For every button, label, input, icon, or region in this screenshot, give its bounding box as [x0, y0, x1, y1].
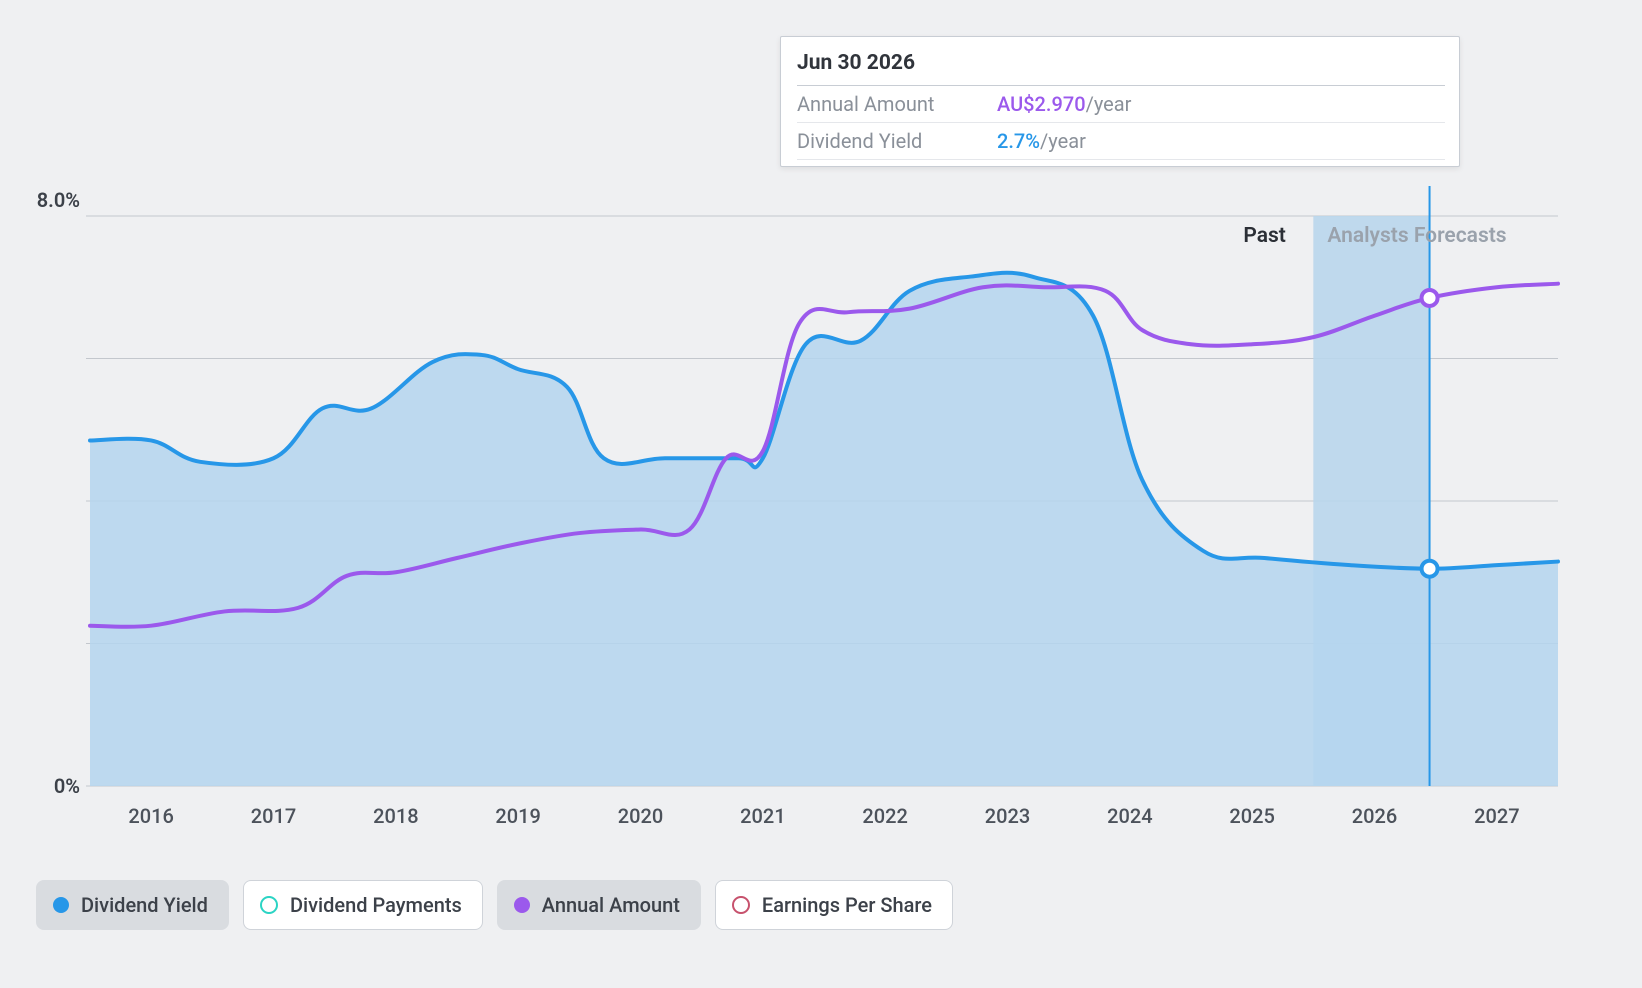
- x-axis-year-label: 2025: [1229, 804, 1274, 828]
- tooltip-row-value: AU$2.970: [997, 92, 1086, 116]
- x-axis-year-label: 2016: [128, 804, 173, 828]
- tooltip-row: Dividend Yield2.7%/year: [797, 123, 1445, 160]
- chart-tooltip: Jun 30 2026 Annual AmountAU$2.970/yearDi…: [780, 36, 1460, 167]
- x-axis-year-label: 2022: [862, 804, 907, 828]
- legend-swatch: [514, 897, 530, 913]
- tooltip-title: Jun 30 2026: [797, 47, 1445, 86]
- legend-item-dividend_yield[interactable]: Dividend Yield: [36, 880, 229, 930]
- x-axis-year-label: 2021: [740, 804, 785, 828]
- series-marker: [1422, 561, 1438, 577]
- legend-swatch: [53, 897, 69, 913]
- tooltip-row-suffix: /year: [1040, 129, 1086, 153]
- legend-item-eps[interactable]: Earnings Per Share: [715, 880, 953, 930]
- legend-item-label: Annual Amount: [542, 893, 680, 917]
- tooltip-row-value: 2.7%: [997, 129, 1040, 153]
- dividend-chart: 8.0% 0% 2016 2017 2018 2019 2020 2021 2022 2023…: [0, 0, 1642, 988]
- legend-item-dividend_payments[interactable]: Dividend Payments: [243, 880, 483, 930]
- legend-item-annual_amount[interactable]: Annual Amount: [497, 880, 701, 930]
- x-axis-year-label: 2026: [1352, 804, 1397, 828]
- tooltip-row: Annual AmountAU$2.970/year: [797, 86, 1445, 123]
- x-axis-year-label: 2023: [985, 804, 1030, 828]
- legend-item-label: Dividend Yield: [81, 893, 208, 917]
- tooltip-row-suffix: /year: [1086, 92, 1132, 116]
- series-marker: [1422, 290, 1438, 306]
- y-axis-label-max: 8.0%: [10, 188, 80, 212]
- x-axis-year-label: 2017: [251, 804, 296, 828]
- x-axis-year-label: 2020: [618, 804, 663, 828]
- legend-swatch: [732, 896, 750, 914]
- chart-legend: Dividend Yield Dividend Payments Annual Am…: [36, 880, 953, 930]
- x-axis-year-label: 2018: [373, 804, 418, 828]
- forecasts-label: Analysts Forecasts: [1327, 224, 1506, 248]
- legend-item-label: Dividend Payments: [290, 893, 462, 917]
- legend-swatch: [260, 896, 278, 914]
- x-axis-year-label: 2024: [1107, 804, 1152, 828]
- tooltip-row-label: Annual Amount: [797, 92, 997, 116]
- tooltip-row-label: Dividend Yield: [797, 129, 997, 153]
- x-axis-year-label: 2027: [1474, 804, 1519, 828]
- y-axis-label-min: 0%: [10, 774, 80, 798]
- legend-item-label: Earnings Per Share: [762, 893, 932, 917]
- past-label: Past: [1243, 224, 1286, 248]
- x-axis-year-label: 2019: [495, 804, 540, 828]
